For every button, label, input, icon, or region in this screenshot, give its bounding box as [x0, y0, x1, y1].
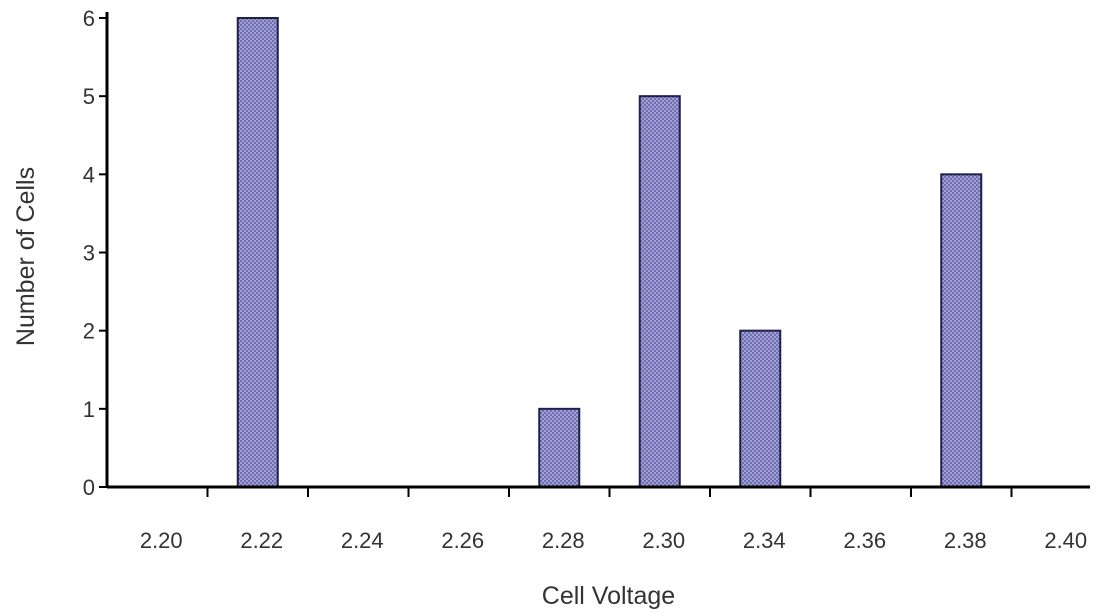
y-tick-label: 1 [83, 397, 95, 422]
x-tick-label: 2.20 [140, 528, 183, 553]
bar-2.28 [538, 407, 581, 489]
x-tick-label: 2.24 [341, 528, 384, 553]
bars [236, 17, 983, 489]
y-tick-label: 3 [83, 241, 95, 266]
x-tick-label: 2.36 [843, 528, 886, 553]
x-tick-label: 2.30 [642, 528, 685, 553]
x-tick-label: 2.26 [441, 528, 484, 553]
y-tick-label: 2 [83, 319, 95, 344]
x-axis-title: Cell Voltage [542, 582, 675, 610]
y-axis-ticks: 0 1 2 3 4 5 6 [83, 6, 107, 500]
x-tick-label: 2.22 [240, 528, 283, 553]
x-tick-label: 2.34 [743, 528, 786, 553]
y-tick-label: 4 [83, 162, 95, 187]
bar-2.34 [739, 329, 782, 488]
x-axis-ticks: 2.20 2.22 2.24 2.26 2.28 2.30 2.34 2.36 2.38 2.40 [140, 487, 1087, 553]
y-axis-title: Number of Cells [12, 167, 40, 346]
x-tick-label: 2.38 [944, 528, 987, 553]
bar-2.22 [236, 17, 279, 488]
x-tick-label: 2.40 [1044, 528, 1087, 553]
y-tick-label: 0 [83, 475, 95, 500]
y-tick-label: 6 [83, 6, 95, 31]
bar-2.38 [940, 173, 983, 488]
x-tick-label: 2.28 [542, 528, 585, 553]
bar-2.30 [638, 95, 681, 489]
y-tick-label: 5 [83, 84, 95, 109]
